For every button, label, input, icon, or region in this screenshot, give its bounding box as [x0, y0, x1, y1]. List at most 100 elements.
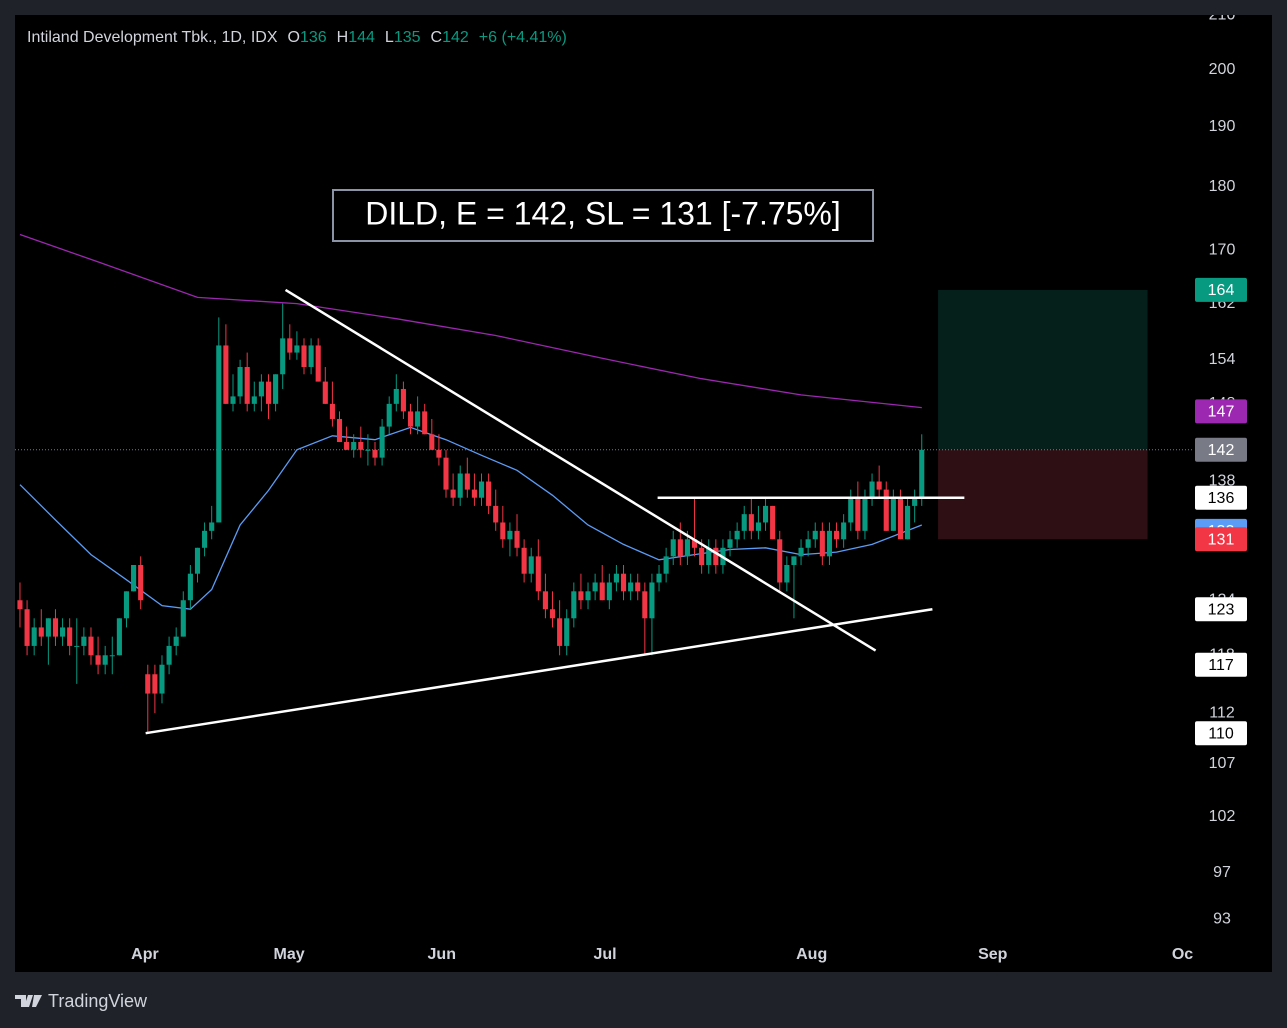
x-tick-label: Jul	[594, 946, 617, 963]
candle-body	[95, 655, 101, 665]
x-tick-label: Jun	[428, 946, 456, 963]
logo-icon	[15, 995, 42, 1007]
candle-body	[457, 473, 463, 498]
candle-body	[486, 481, 492, 506]
candle-body	[890, 497, 896, 531]
candle-body	[628, 582, 634, 592]
candle-body	[386, 403, 392, 427]
candle-body	[748, 514, 754, 531]
candle-body	[329, 403, 335, 419]
candle-body	[24, 609, 30, 646]
candle-body	[187, 573, 193, 601]
candle-body	[443, 457, 449, 490]
candle-body	[805, 539, 811, 548]
candle-body	[762, 505, 769, 523]
candle-body	[691, 539, 698, 548]
ohlc-value: 135	[394, 29, 421, 46]
candle-body	[848, 497, 854, 523]
candle-body	[38, 627, 44, 637]
candle-body	[145, 674, 151, 694]
price-tag	[1195, 597, 1247, 622]
candle-body	[471, 489, 477, 498]
candle-body	[173, 636, 179, 646]
price-tag-label: 117	[1208, 657, 1234, 674]
candle-body	[351, 442, 357, 450]
price-tag	[1195, 485, 1247, 510]
candle-body	[663, 556, 669, 574]
x-tick-label: Aug	[796, 946, 827, 963]
brand: TradingView	[48, 991, 148, 1011]
candle-body	[819, 530, 825, 557]
candle-body	[358, 442, 364, 450]
time-axis: Apr May Jun Jul Aug Sep Oct	[131, 940, 1199, 963]
candle-body	[521, 547, 527, 574]
moving-average	[19, 233, 922, 409]
candle-body	[251, 396, 257, 404]
trendline	[284, 288, 877, 652]
candle-body	[542, 591, 548, 610]
candle-body	[507, 530, 513, 540]
price-tag-label: 142	[1208, 442, 1235, 459]
candle-body	[372, 449, 378, 458]
y-tick-label: 107	[1209, 755, 1236, 772]
candle-body	[599, 582, 605, 601]
x-tick-label: Oct	[1172, 946, 1199, 963]
candle-body	[670, 539, 676, 557]
candle-body	[833, 530, 840, 540]
candle-body	[294, 345, 300, 353]
candle-body	[216, 345, 222, 523]
candle-body	[393, 388, 399, 404]
candle-body	[301, 345, 307, 367]
candle-body	[60, 627, 66, 637]
plot-area	[15, 233, 1193, 735]
ohlc-key: C	[431, 29, 443, 46]
chart-title: Intiland Development Tbk., 1D, IDX	[27, 29, 278, 46]
price-tag-label: 123	[1208, 601, 1235, 618]
price-tag-label: 110	[1208, 725, 1234, 742]
candle-body	[642, 591, 648, 619]
candle-body	[904, 505, 911, 540]
y-tick-label: 180	[1209, 178, 1236, 195]
candle-body	[88, 636, 94, 656]
ohlc-value: 136	[300, 29, 327, 46]
y-tick-label: 93	[1213, 911, 1231, 928]
candle-body	[400, 388, 406, 412]
ohlc-key: H	[337, 29, 349, 46]
candle-body	[116, 618, 122, 656]
price-tag	[1195, 527, 1247, 552]
candle-body	[407, 411, 414, 427]
candle-body	[202, 530, 208, 548]
candle-body	[152, 674, 158, 694]
candle-body	[67, 627, 73, 646]
candle-body	[52, 618, 59, 637]
candle-body	[798, 547, 804, 557]
y-tick-label: 200	[1209, 61, 1236, 78]
candle-body	[677, 539, 683, 557]
candle-body	[734, 530, 740, 540]
candle-body	[478, 481, 485, 498]
candle-body	[159, 664, 165, 694]
candle-body	[706, 547, 712, 565]
price-tag	[1195, 721, 1247, 746]
x-tick-label: May	[274, 946, 305, 963]
candle-body	[230, 396, 236, 404]
candle-body	[535, 556, 541, 592]
candle-body	[585, 591, 591, 601]
candle-body	[826, 530, 833, 557]
candle-body	[727, 539, 733, 548]
candle-body	[265, 381, 272, 404]
stop-zone	[938, 449, 1148, 540]
candle-body	[308, 345, 314, 367]
candle-body	[514, 530, 520, 548]
annotation-text: DILD, E = 142, SL = 131 [-7.75%]	[365, 195, 841, 231]
ohlc-key: O	[288, 29, 300, 46]
candle-body	[273, 374, 279, 404]
candle-body	[578, 591, 584, 601]
y-tick-label: 97	[1213, 864, 1231, 881]
price-tag	[1195, 437, 1247, 462]
candle-body	[557, 618, 563, 646]
candle-body	[713, 547, 719, 565]
candle-body	[280, 338, 286, 375]
annotation: DILD, E = 142, SL = 131 [-7.75%]	[332, 189, 874, 242]
